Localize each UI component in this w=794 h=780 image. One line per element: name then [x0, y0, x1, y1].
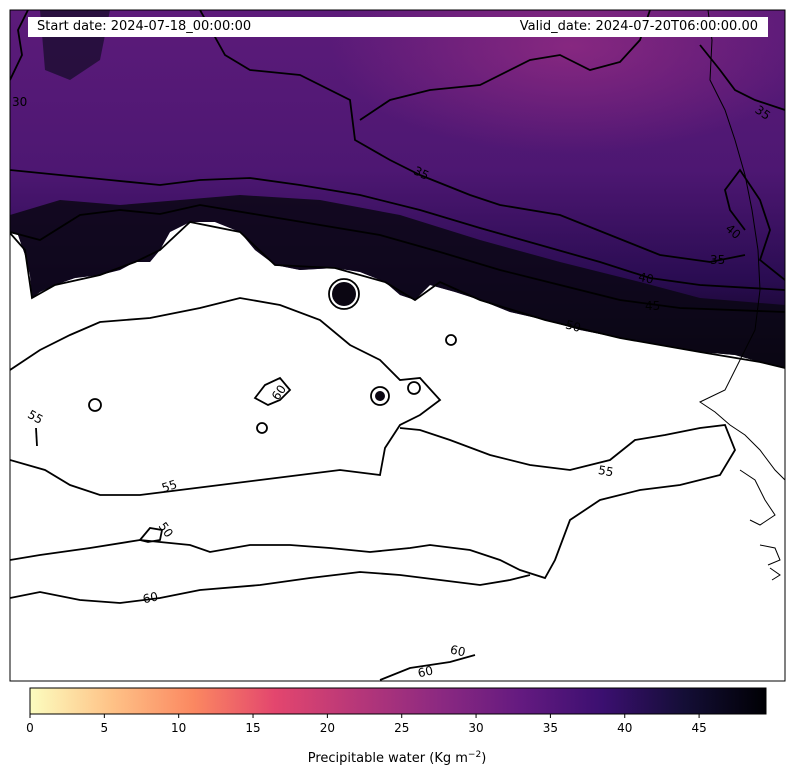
contour-50: [10, 221, 785, 369]
colorbar-tick-label: 0: [26, 721, 34, 735]
header-bar: Start date: 2024-07-18_00:00:00 Valid_da…: [28, 17, 768, 37]
contour-label: 35: [710, 253, 725, 267]
contour-ring: [328, 278, 360, 310]
contour-55-east: [10, 424, 737, 580]
start-date-label: Start date: 2024-07-18_00:00:00: [37, 19, 252, 34]
contour-ring: [407, 381, 421, 395]
colorbar-tick-label: 5: [101, 721, 109, 735]
contour-40-east: [724, 168, 785, 281]
contour-label: 60: [416, 663, 434, 680]
coastline-islands: [739, 469, 781, 581]
contour-60-south: [379, 654, 476, 681]
colorbar: 0 5 10 15 20 25 30 35 40 45 Precipitable water (K…: [26, 687, 767, 766]
contour-label: 60: [141, 589, 159, 606]
contour-ring: [88, 398, 102, 412]
colorbar-tick-label: 35: [543, 721, 558, 735]
contour-label: 60: [449, 643, 467, 660]
valid-date-label: Valid_date: 2024-07-20T06:00:00.00: [519, 19, 758, 34]
pw-dark-band: [10, 195, 785, 368]
contour-50-small: [138, 527, 164, 543]
colorbar-label-text: Precipitable water (Kg m: [308, 751, 468, 766]
colorbar-label-close: ): [481, 751, 486, 766]
contour-35: [199, 10, 746, 263]
pw-isolated-cell: [375, 391, 385, 401]
contour-60: [10, 571, 531, 604]
colorbar-tick-label: 10: [171, 721, 186, 735]
contour-40: [10, 169, 785, 291]
colorbar-tick-label: 40: [617, 721, 632, 735]
contour-55: [10, 297, 442, 496]
contour-label: 40: [637, 270, 655, 287]
colorbar-label-superscript: −2: [468, 750, 481, 760]
contour-label: 55: [25, 407, 45, 427]
contour-label: 30: [12, 95, 27, 109]
colorbar-tick-label: 20: [320, 721, 335, 735]
contour-label: 55: [160, 477, 179, 495]
colorbar-tick-label: 45: [691, 721, 706, 735]
pw-isolated-cell: [332, 282, 356, 306]
coastlines: [698, 10, 785, 581]
colorbar-tick-label: 30: [468, 721, 483, 735]
map-frame: [9, 9, 786, 682]
colorbar-tick-label: 25: [394, 721, 409, 735]
pw-maximum-area: [250, 10, 785, 250]
contour-45: [10, 204, 785, 313]
coastline-east: [698, 10, 785, 481]
contour-label: 45: [645, 299, 660, 313]
contour-ring: [445, 334, 457, 346]
colorbar-label: Precipitable water (Kg m−2): [308, 750, 487, 766]
contour-60-island: [253, 376, 292, 406]
contour-55-tick: [35, 427, 38, 447]
contour-label: 55: [597, 463, 614, 479]
contour-label: 35: [411, 164, 431, 183]
contour-35-north: [359, 10, 651, 121]
contour-ring: [256, 422, 268, 434]
contour-35-east: [699, 44, 785, 111]
contour-label: 50: [564, 317, 582, 334]
contour-30: [10, 10, 29, 81]
colorbar-strip: [29, 687, 767, 715]
contour-ring: [370, 386, 390, 406]
colorbar-ticks: 0 5 10 15 20 25 30 35 40 45: [26, 714, 707, 735]
colorbar-tick-label: 15: [245, 721, 260, 735]
contour-lines: [10, 10, 785, 681]
